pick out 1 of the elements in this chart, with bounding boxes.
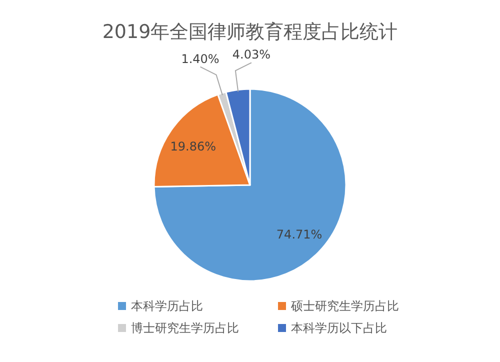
title: 2019年全国律师教育程度占比统计 (102, 21, 398, 43)
